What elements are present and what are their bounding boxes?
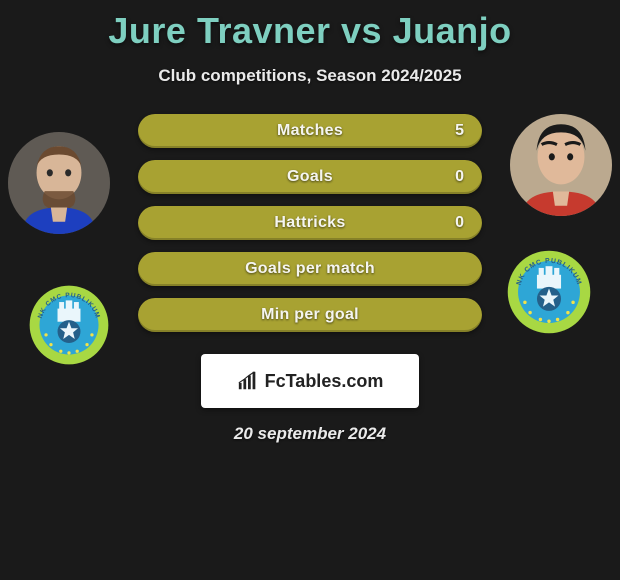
club-badge-right: NK CMC PUBLIKUM: [506, 249, 592, 335]
date-line: 20 september 2024: [0, 424, 620, 444]
stat-value-right: 0: [455, 168, 464, 186]
page-title: Jure Travner vs Juanjo: [0, 0, 620, 52]
stat-label: Goals per match: [245, 260, 375, 278]
stat-row: Goals 0: [138, 160, 482, 194]
avatar-right-image: [510, 114, 612, 216]
comparison-content: NK CMC PUBLIKUM NK CMC PUBLIKUM: [0, 114, 620, 444]
chart-bar-icon: [237, 370, 259, 392]
player-left-avatar: [8, 132, 110, 234]
stats-list: Matches 5 Goals 0 Hattricks 0 Goals per …: [138, 114, 482, 332]
stat-value-right: 0: [455, 214, 464, 232]
player-right-avatar: [510, 114, 612, 216]
stat-label: Min per goal: [261, 306, 359, 324]
stat-row: Matches 5: [138, 114, 482, 148]
club-badge-right-image: NK CMC PUBLIKUM: [506, 249, 592, 335]
brand-label: FcTables.com: [265, 371, 384, 392]
avatar-left-image: [8, 132, 110, 234]
subtitle: Club competitions, Season 2024/2025: [0, 66, 620, 86]
stat-row: Min per goal: [138, 298, 482, 332]
stat-label: Matches: [277, 122, 343, 140]
stat-value-right: 5: [455, 122, 464, 140]
stat-label: Hattricks: [274, 214, 345, 232]
club-badge-left: NK CMC PUBLIKUM: [28, 284, 110, 366]
club-badge-left-image: NK CMC PUBLIKUM: [28, 284, 110, 366]
stat-label: Goals: [287, 168, 333, 186]
brand-box[interactable]: FcTables.com: [201, 354, 419, 408]
stat-row: Goals per match: [138, 252, 482, 286]
stat-row: Hattricks 0: [138, 206, 482, 240]
